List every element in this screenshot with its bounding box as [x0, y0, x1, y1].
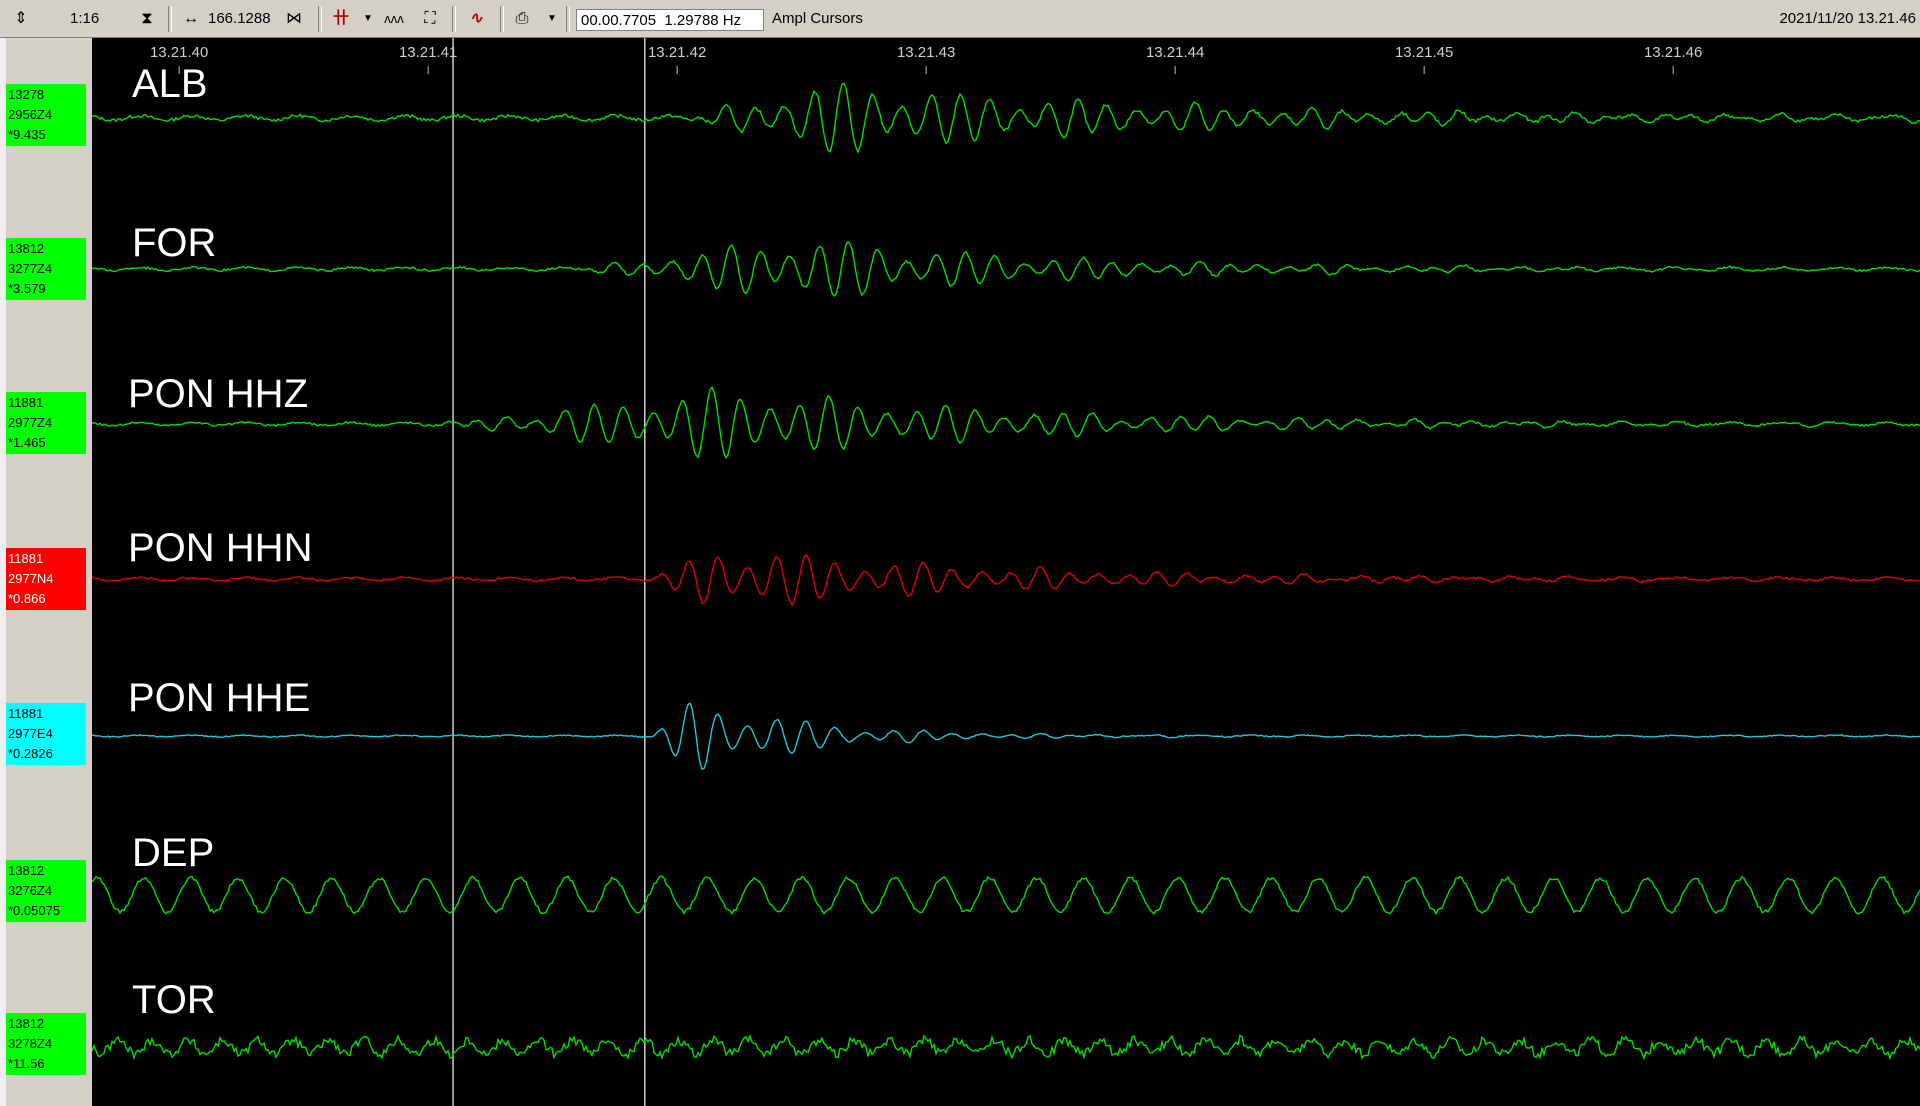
channel-label-line2: 3278Z4 — [8, 1036, 53, 1051]
channel-label-line1: 11881 — [8, 395, 44, 410]
channel-label-for[interactable]: 13812 3277Z4 *3.579 — [6, 238, 86, 300]
channel-label-line1: 13278 — [8, 87, 45, 102]
channel-label-line3: *0.866 — [8, 591, 46, 606]
station-name: PON HHE — [128, 676, 311, 720]
toolbar: ⇕ 1:16 ⧗ ↔ 166.1288 ⋈ 卄 ▼ ʌʌʌ ⛶ ∿ ⎙ ▼ 00… — [0, 0, 1920, 38]
contract-horizontal-icon[interactable]: ⋈ — [286, 10, 302, 27]
scale-readout: 166.1288 — [208, 10, 271, 27]
cursor-mode: Ampl Cursors — [772, 10, 863, 27]
channel-label-line2: 3276Z4 — [8, 883, 53, 898]
time-tick-label: 13.21.42 — [647, 44, 707, 61]
time-tick-label: 13.21.43 — [896, 44, 956, 61]
channel-label-line1: 13812 — [8, 1016, 45, 1031]
updown-arrows-icon[interactable]: ⇕ — [14, 10, 28, 27]
channel-label-pon-hhn[interactable]: 11881 2977N4 *0.866 — [6, 548, 86, 610]
channel-label-line1: 11881 — [8, 706, 44, 721]
channel-label-line3: *9.435 — [8, 127, 46, 142]
channel-label-line2: 2977N4 — [8, 571, 54, 586]
trace-for — [92, 240, 1920, 297]
filter-icon[interactable]: 卄 — [332, 10, 349, 27]
channel-label-line2: 3277Z4 — [8, 261, 53, 276]
station-name: ALB — [132, 62, 208, 106]
expand-horizontal-icon[interactable]: ↔ — [183, 10, 199, 27]
station-name: FOR — [132, 221, 217, 265]
channel-label-pon-hhe[interactable]: 11881 2977E4 *0.2826 — [6, 703, 86, 765]
channel-label-line1: 13812 — [8, 863, 45, 878]
hourglass-icon[interactable]: ⧗ — [141, 10, 153, 27]
datetime-readout: 2021/11/20 13.21.46 — [1779, 10, 1916, 27]
channel-label-line3: *1.465 — [8, 435, 46, 450]
cursor-readout: 00.00.7705 1.29788 Hz — [576, 9, 764, 31]
dropdown-arrow-icon[interactable]: ▼ — [363, 13, 373, 24]
trace-alb — [92, 82, 1920, 154]
channel-label-pon-hhz[interactable]: 11881 2977Z4 *1.465 — [6, 392, 86, 454]
channel-label-line3: *11.56 — [8, 1056, 45, 1071]
wave-icon[interactable]: ∿ — [469, 10, 483, 27]
channel-label-line3: *3.579 — [8, 281, 46, 296]
channel-label-line1: 13812 — [8, 241, 45, 256]
time-tick-label: 13.21.45 — [1394, 44, 1454, 61]
trace-pon-hhn — [92, 553, 1920, 607]
trace-canvas[interactable] — [92, 38, 1920, 1106]
speed-readout: 1:16 — [70, 10, 100, 27]
trace-tor — [92, 1033, 1920, 1061]
cursor-frequency: 1.29788 Hz — [664, 12, 742, 29]
station-name: PON HHZ — [128, 372, 308, 416]
zigzag-icon[interactable]: ʌʌʌ — [384, 11, 404, 26]
time-tick-label: 13.21.46 — [1643, 44, 1703, 61]
printer-icon[interactable]: ⎙ — [515, 10, 529, 27]
trace-pon-hhe — [92, 702, 1920, 771]
station-name: DEP — [132, 831, 215, 875]
channel-label-line2: 2977Z4 — [8, 415, 53, 430]
fit-icon[interactable]: ⛶ — [424, 10, 436, 27]
station-name: TOR — [132, 978, 216, 1022]
dropdown-arrow-icon[interactable]: ▼ — [547, 13, 557, 24]
channel-label-line3: *0.05075 — [8, 903, 61, 918]
time-tick-label: 13.21.41 — [398, 44, 458, 61]
left-panel-edge — [0, 38, 6, 1106]
time-tick-label: 13.21.44 — [1145, 44, 1205, 61]
cursor-time: 00.00.7705 — [581, 12, 657, 29]
channel-label-line3: *0.2826 — [8, 746, 53, 761]
channel-label-line2: 2956Z4 — [8, 107, 53, 122]
channel-label-line2: 2977E4 — [8, 726, 53, 741]
channel-label-dep[interactable]: 13812 3276Z4 *0.05075 — [6, 860, 86, 922]
station-name: PON HHN — [128, 526, 313, 570]
seismogram-plot[interactable]: 13.21.40 13.21.41 13.21.42 13.21.43 13.21.44… — [92, 38, 1920, 1106]
channel-label-tor[interactable]: 13812 3278Z4 *11.56 — [6, 1013, 86, 1075]
time-tick-label: 13.21.40 — [149, 44, 209, 61]
channel-label-line1: 11881 — [8, 551, 44, 566]
trace-pon-hhz — [92, 386, 1920, 460]
trace-dep — [92, 875, 1920, 916]
channel-label-alb[interactable]: 13278 2956Z4 *9.435 — [6, 84, 86, 146]
